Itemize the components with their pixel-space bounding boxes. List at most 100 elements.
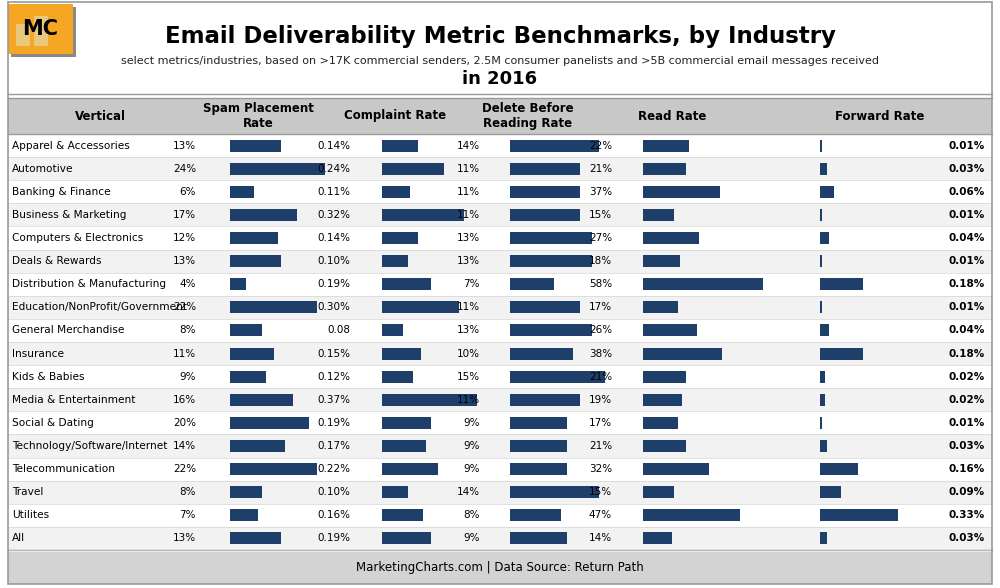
Bar xyxy=(34,16,48,46)
Text: Insurance: Insurance xyxy=(12,349,64,359)
Bar xyxy=(8,296,992,319)
Text: 37%: 37% xyxy=(589,187,612,197)
Bar xyxy=(820,325,829,336)
Text: 21%: 21% xyxy=(589,163,612,173)
Text: 24%: 24% xyxy=(173,163,196,173)
Bar xyxy=(643,417,678,429)
Text: 0.17%: 0.17% xyxy=(317,441,350,451)
Text: Forward Rate: Forward Rate xyxy=(835,109,925,122)
Bar xyxy=(510,325,592,336)
Text: 18%: 18% xyxy=(589,256,612,266)
Bar xyxy=(643,301,678,313)
Bar xyxy=(8,273,992,296)
Text: Read Rate: Read Rate xyxy=(638,109,706,122)
Bar xyxy=(382,533,431,544)
Text: All: All xyxy=(12,533,25,543)
Text: 0.08: 0.08 xyxy=(327,325,350,335)
Text: 9%: 9% xyxy=(464,418,480,428)
Bar xyxy=(230,417,309,429)
Text: 0.18%: 0.18% xyxy=(949,349,985,359)
Bar xyxy=(820,186,834,198)
Text: 4%: 4% xyxy=(180,279,196,289)
Bar xyxy=(11,7,76,57)
Bar xyxy=(230,209,297,221)
Bar xyxy=(643,278,763,290)
Text: 27%: 27% xyxy=(589,233,612,243)
Text: 0.03%: 0.03% xyxy=(949,533,985,543)
Text: 10%: 10% xyxy=(457,349,480,359)
Text: Automotive: Automotive xyxy=(12,163,74,173)
Bar xyxy=(643,509,740,522)
Bar xyxy=(820,278,863,290)
Text: 8%: 8% xyxy=(464,510,480,520)
Bar xyxy=(820,139,822,152)
Text: Technology/Software/Internet: Technology/Software/Internet xyxy=(12,441,168,451)
Text: General Merchandise: General Merchandise xyxy=(12,325,124,335)
Bar xyxy=(643,186,720,198)
Text: Apparel & Accessories: Apparel & Accessories xyxy=(12,141,130,151)
Bar xyxy=(8,412,992,435)
Bar xyxy=(643,486,674,498)
Text: 0.33%: 0.33% xyxy=(949,510,985,520)
Bar xyxy=(8,249,992,273)
Text: 0.04%: 0.04% xyxy=(949,325,985,335)
Bar xyxy=(643,370,686,383)
Text: 11%: 11% xyxy=(457,210,480,220)
Text: 17%: 17% xyxy=(589,302,612,312)
Text: 11%: 11% xyxy=(457,163,480,173)
Text: 0.02%: 0.02% xyxy=(949,395,985,405)
Text: Complaint Rate: Complaint Rate xyxy=(344,109,446,122)
Text: 0.03%: 0.03% xyxy=(949,441,985,451)
Bar xyxy=(382,417,431,429)
Text: 0.11%: 0.11% xyxy=(317,187,350,197)
Text: 0.10%: 0.10% xyxy=(317,487,350,497)
Bar xyxy=(820,533,827,544)
Bar xyxy=(643,463,709,475)
Bar xyxy=(8,504,992,527)
Bar xyxy=(8,134,992,157)
Text: 13%: 13% xyxy=(457,233,480,243)
Text: 14%: 14% xyxy=(457,487,480,497)
Text: 0.15%: 0.15% xyxy=(317,349,350,359)
Bar xyxy=(8,226,992,249)
Text: 0.09%: 0.09% xyxy=(949,487,985,497)
Bar xyxy=(643,533,672,544)
Bar xyxy=(510,163,580,175)
Bar xyxy=(643,255,680,267)
Text: 0.24%: 0.24% xyxy=(317,163,350,173)
Bar xyxy=(820,163,827,175)
Bar xyxy=(382,325,403,336)
Text: 17%: 17% xyxy=(173,210,196,220)
Text: 0.19%: 0.19% xyxy=(317,279,350,289)
Bar xyxy=(643,348,722,360)
Text: Media & Entertainment: Media & Entertainment xyxy=(12,395,136,405)
Text: 11%: 11% xyxy=(457,302,480,312)
Bar xyxy=(510,486,599,498)
Bar xyxy=(230,232,278,244)
Bar xyxy=(230,486,262,498)
Text: Delete Before
Reading Rate: Delete Before Reading Rate xyxy=(482,102,574,131)
Text: MarketingCharts.com | Data Source: Return Path: MarketingCharts.com | Data Source: Retur… xyxy=(356,562,644,574)
Bar xyxy=(820,301,822,313)
Bar xyxy=(510,301,580,313)
Bar xyxy=(8,319,992,342)
Text: 0.16%: 0.16% xyxy=(317,510,350,520)
Text: 9%: 9% xyxy=(464,441,480,451)
Bar xyxy=(820,209,822,221)
Bar xyxy=(382,255,408,267)
Text: 0.01%: 0.01% xyxy=(949,141,985,151)
Bar xyxy=(8,435,992,457)
Bar xyxy=(8,342,992,365)
Bar xyxy=(820,370,825,383)
Text: 13%: 13% xyxy=(173,141,196,151)
Bar xyxy=(230,509,258,522)
Text: 8%: 8% xyxy=(180,487,196,497)
Bar xyxy=(230,255,281,267)
Text: 0.19%: 0.19% xyxy=(317,533,350,543)
Text: Social & Dating: Social & Dating xyxy=(12,418,94,428)
Bar xyxy=(643,232,699,244)
Text: 32%: 32% xyxy=(589,464,612,474)
Text: 0.10%: 0.10% xyxy=(317,256,350,266)
Bar xyxy=(8,365,992,388)
Bar xyxy=(230,394,293,406)
